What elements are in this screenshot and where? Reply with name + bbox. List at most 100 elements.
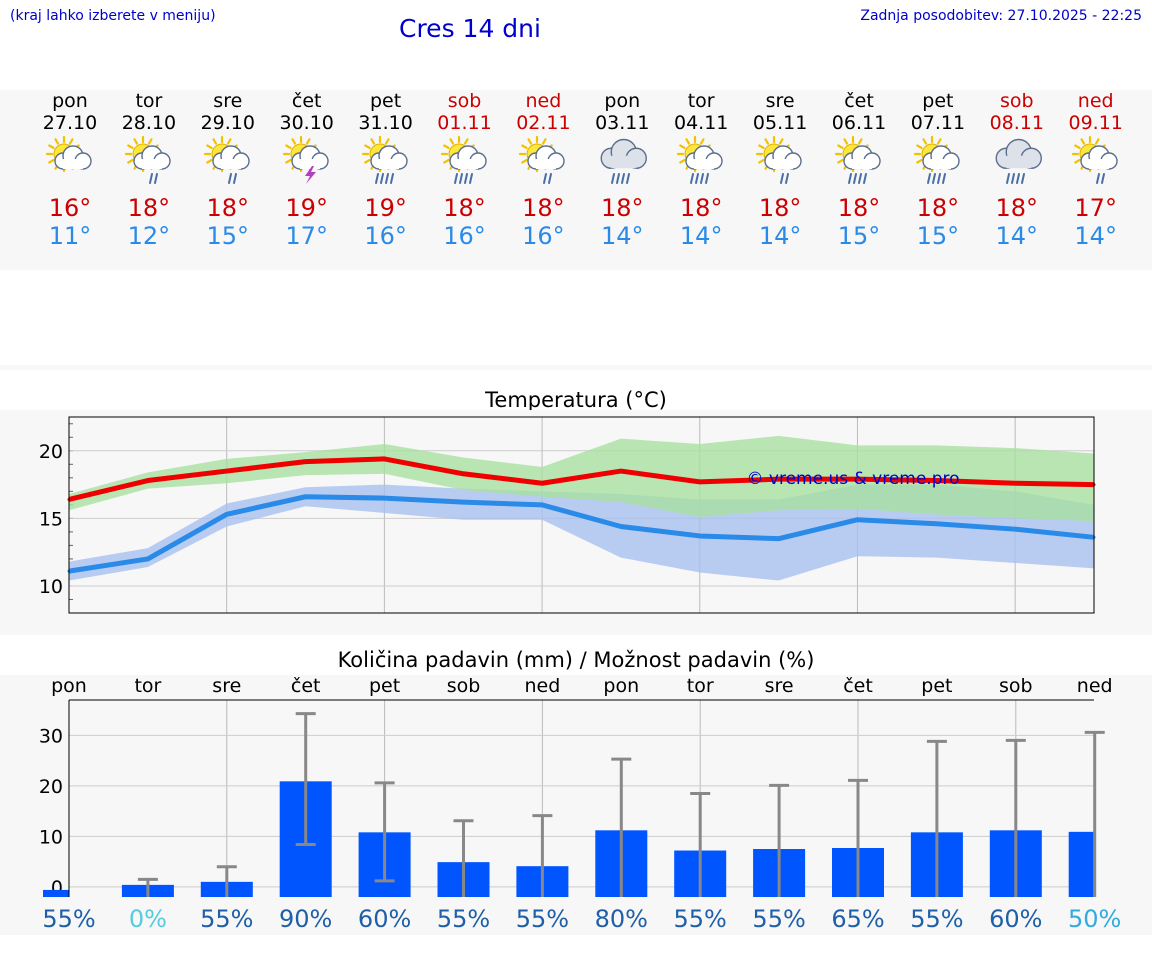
min-temperature-line bbox=[68, 494, 1095, 574]
rain-drops bbox=[690, 173, 710, 184]
day-date: 30.10 bbox=[279, 112, 334, 134]
y-tick-label: 20 bbox=[39, 441, 63, 463]
precipitation-chance-label: 55% bbox=[516, 905, 569, 933]
sun-ray bbox=[922, 138, 927, 145]
temp-min: 15° bbox=[837, 222, 881, 250]
rain-drop bbox=[1005, 173, 1010, 184]
sun-heavy-rain-icon bbox=[361, 136, 408, 184]
precipitation-chance-label: 55% bbox=[200, 905, 253, 933]
cloud bbox=[133, 145, 171, 170]
min-temperature-point bbox=[304, 495, 308, 499]
day-name: pet bbox=[922, 90, 954, 112]
sun-heavy-rain-icon bbox=[913, 136, 960, 184]
forecast-day: pon 27.10 16° 11° bbox=[30, 90, 110, 250]
max-temperature-point bbox=[540, 481, 544, 485]
sun-ray bbox=[442, 144, 450, 150]
temperature-chart-area: 10 15 20 © vreme.us & vreme.pro bbox=[0, 410, 1152, 635]
min-temperature-point bbox=[146, 557, 150, 561]
rain-drops bbox=[1095, 173, 1105, 184]
separator bbox=[0, 365, 1152, 370]
rain-drop bbox=[1020, 173, 1025, 184]
precipitation-bar bbox=[43, 889, 69, 897]
rain-drop bbox=[863, 173, 867, 184]
precipitation-chance-label: 55% bbox=[437, 905, 490, 933]
rain-drop bbox=[227, 173, 232, 184]
min-temperature-point bbox=[1013, 527, 1017, 531]
max-temperature-point bbox=[619, 469, 623, 473]
day-date: 05.11 bbox=[752, 112, 808, 134]
sun-ray bbox=[1094, 138, 1100, 145]
sun-ray bbox=[1080, 138, 1085, 145]
rain-drop bbox=[785, 173, 790, 184]
rain-drop bbox=[853, 173, 857, 184]
sun-ray bbox=[205, 158, 213, 164]
rain-drop bbox=[858, 173, 862, 184]
x-category-label: tor bbox=[687, 675, 714, 697]
rain-drop bbox=[926, 173, 931, 184]
day-date: 09.11 bbox=[1068, 112, 1123, 134]
cloud bbox=[54, 145, 92, 170]
temperature-chart-title: Temperatura (°C) bbox=[485, 388, 667, 412]
precipitation-chance-label: 55% bbox=[910, 905, 963, 933]
temp-min: 14° bbox=[601, 222, 644, 250]
sun-ray bbox=[837, 144, 844, 150]
day-name: čet bbox=[844, 90, 874, 112]
rain-drops bbox=[780, 173, 790, 184]
cloud-heavy-rain-icon bbox=[600, 138, 648, 184]
rain-drops bbox=[453, 173, 473, 184]
temp-min: 16° bbox=[443, 222, 486, 250]
sun-heavy-rain-icon bbox=[440, 136, 487, 184]
rain-drops bbox=[926, 173, 946, 184]
day-name: sre bbox=[213, 90, 243, 112]
forecast-day: sre 05.11 18° 14° bbox=[740, 90, 820, 250]
forecast-day: ned 09.11 17° 14° bbox=[1056, 90, 1136, 250]
sun-ray bbox=[857, 138, 863, 145]
cloud-base bbox=[299, 159, 320, 169]
sun-ray bbox=[48, 158, 55, 164]
sun-ray bbox=[54, 138, 60, 145]
cloud-base bbox=[457, 159, 478, 169]
sun-ray bbox=[764, 138, 770, 145]
precipitation-chance-label: 50% bbox=[1068, 905, 1121, 933]
cloud-heavy-rain-icon bbox=[995, 138, 1042, 184]
day-date: 31.10 bbox=[358, 112, 413, 134]
sun-ray bbox=[305, 138, 311, 145]
sun-ray bbox=[127, 158, 134, 164]
day-name: sre bbox=[765, 90, 795, 112]
max-temperature-point bbox=[855, 477, 859, 481]
sun-ray bbox=[48, 144, 55, 150]
day-name: tor bbox=[687, 90, 715, 112]
sun-cloud-rain-icon bbox=[124, 136, 171, 184]
x-category-label: pon bbox=[51, 675, 87, 697]
sun-ray bbox=[363, 158, 371, 164]
x-category-label: ned bbox=[1077, 675, 1113, 697]
sun-ray bbox=[837, 158, 844, 164]
rain-drops bbox=[374, 173, 394, 184]
sun-ray bbox=[778, 138, 784, 145]
rain-drop bbox=[232, 173, 237, 184]
location-hint-link[interactable]: (kraj lahko izberete v meniju) bbox=[10, 8, 216, 24]
day-name: sob bbox=[1000, 90, 1034, 112]
rain-drop bbox=[374, 173, 379, 184]
sun-cloud-rain-icon bbox=[519, 136, 566, 184]
rain-drop bbox=[463, 173, 468, 184]
precipitation-chance-label: 55% bbox=[42, 905, 95, 933]
lightning-bolt bbox=[304, 166, 316, 184]
day-name: pet bbox=[369, 90, 402, 112]
sun-ray bbox=[442, 158, 450, 164]
cloud bbox=[448, 145, 487, 170]
rain-drop bbox=[468, 173, 473, 184]
day-date: 01.11 bbox=[437, 112, 492, 134]
sun-ray bbox=[147, 138, 153, 145]
cloud-base bbox=[1088, 159, 1109, 169]
x-category-label: sob bbox=[447, 675, 481, 697]
sun-ray bbox=[521, 144, 529, 150]
cloud-base bbox=[378, 159, 399, 169]
forecast-day: sre 29.10 18° 15° bbox=[188, 90, 268, 250]
x-category-label: sob bbox=[999, 675, 1033, 697]
day-date: 02.11 bbox=[516, 112, 571, 134]
x-category-label: ned bbox=[525, 675, 561, 697]
forecast-day: sob 08.11 18° 14° bbox=[977, 90, 1057, 250]
sun-ray bbox=[284, 144, 292, 150]
x-category-label: pet bbox=[921, 675, 952, 697]
